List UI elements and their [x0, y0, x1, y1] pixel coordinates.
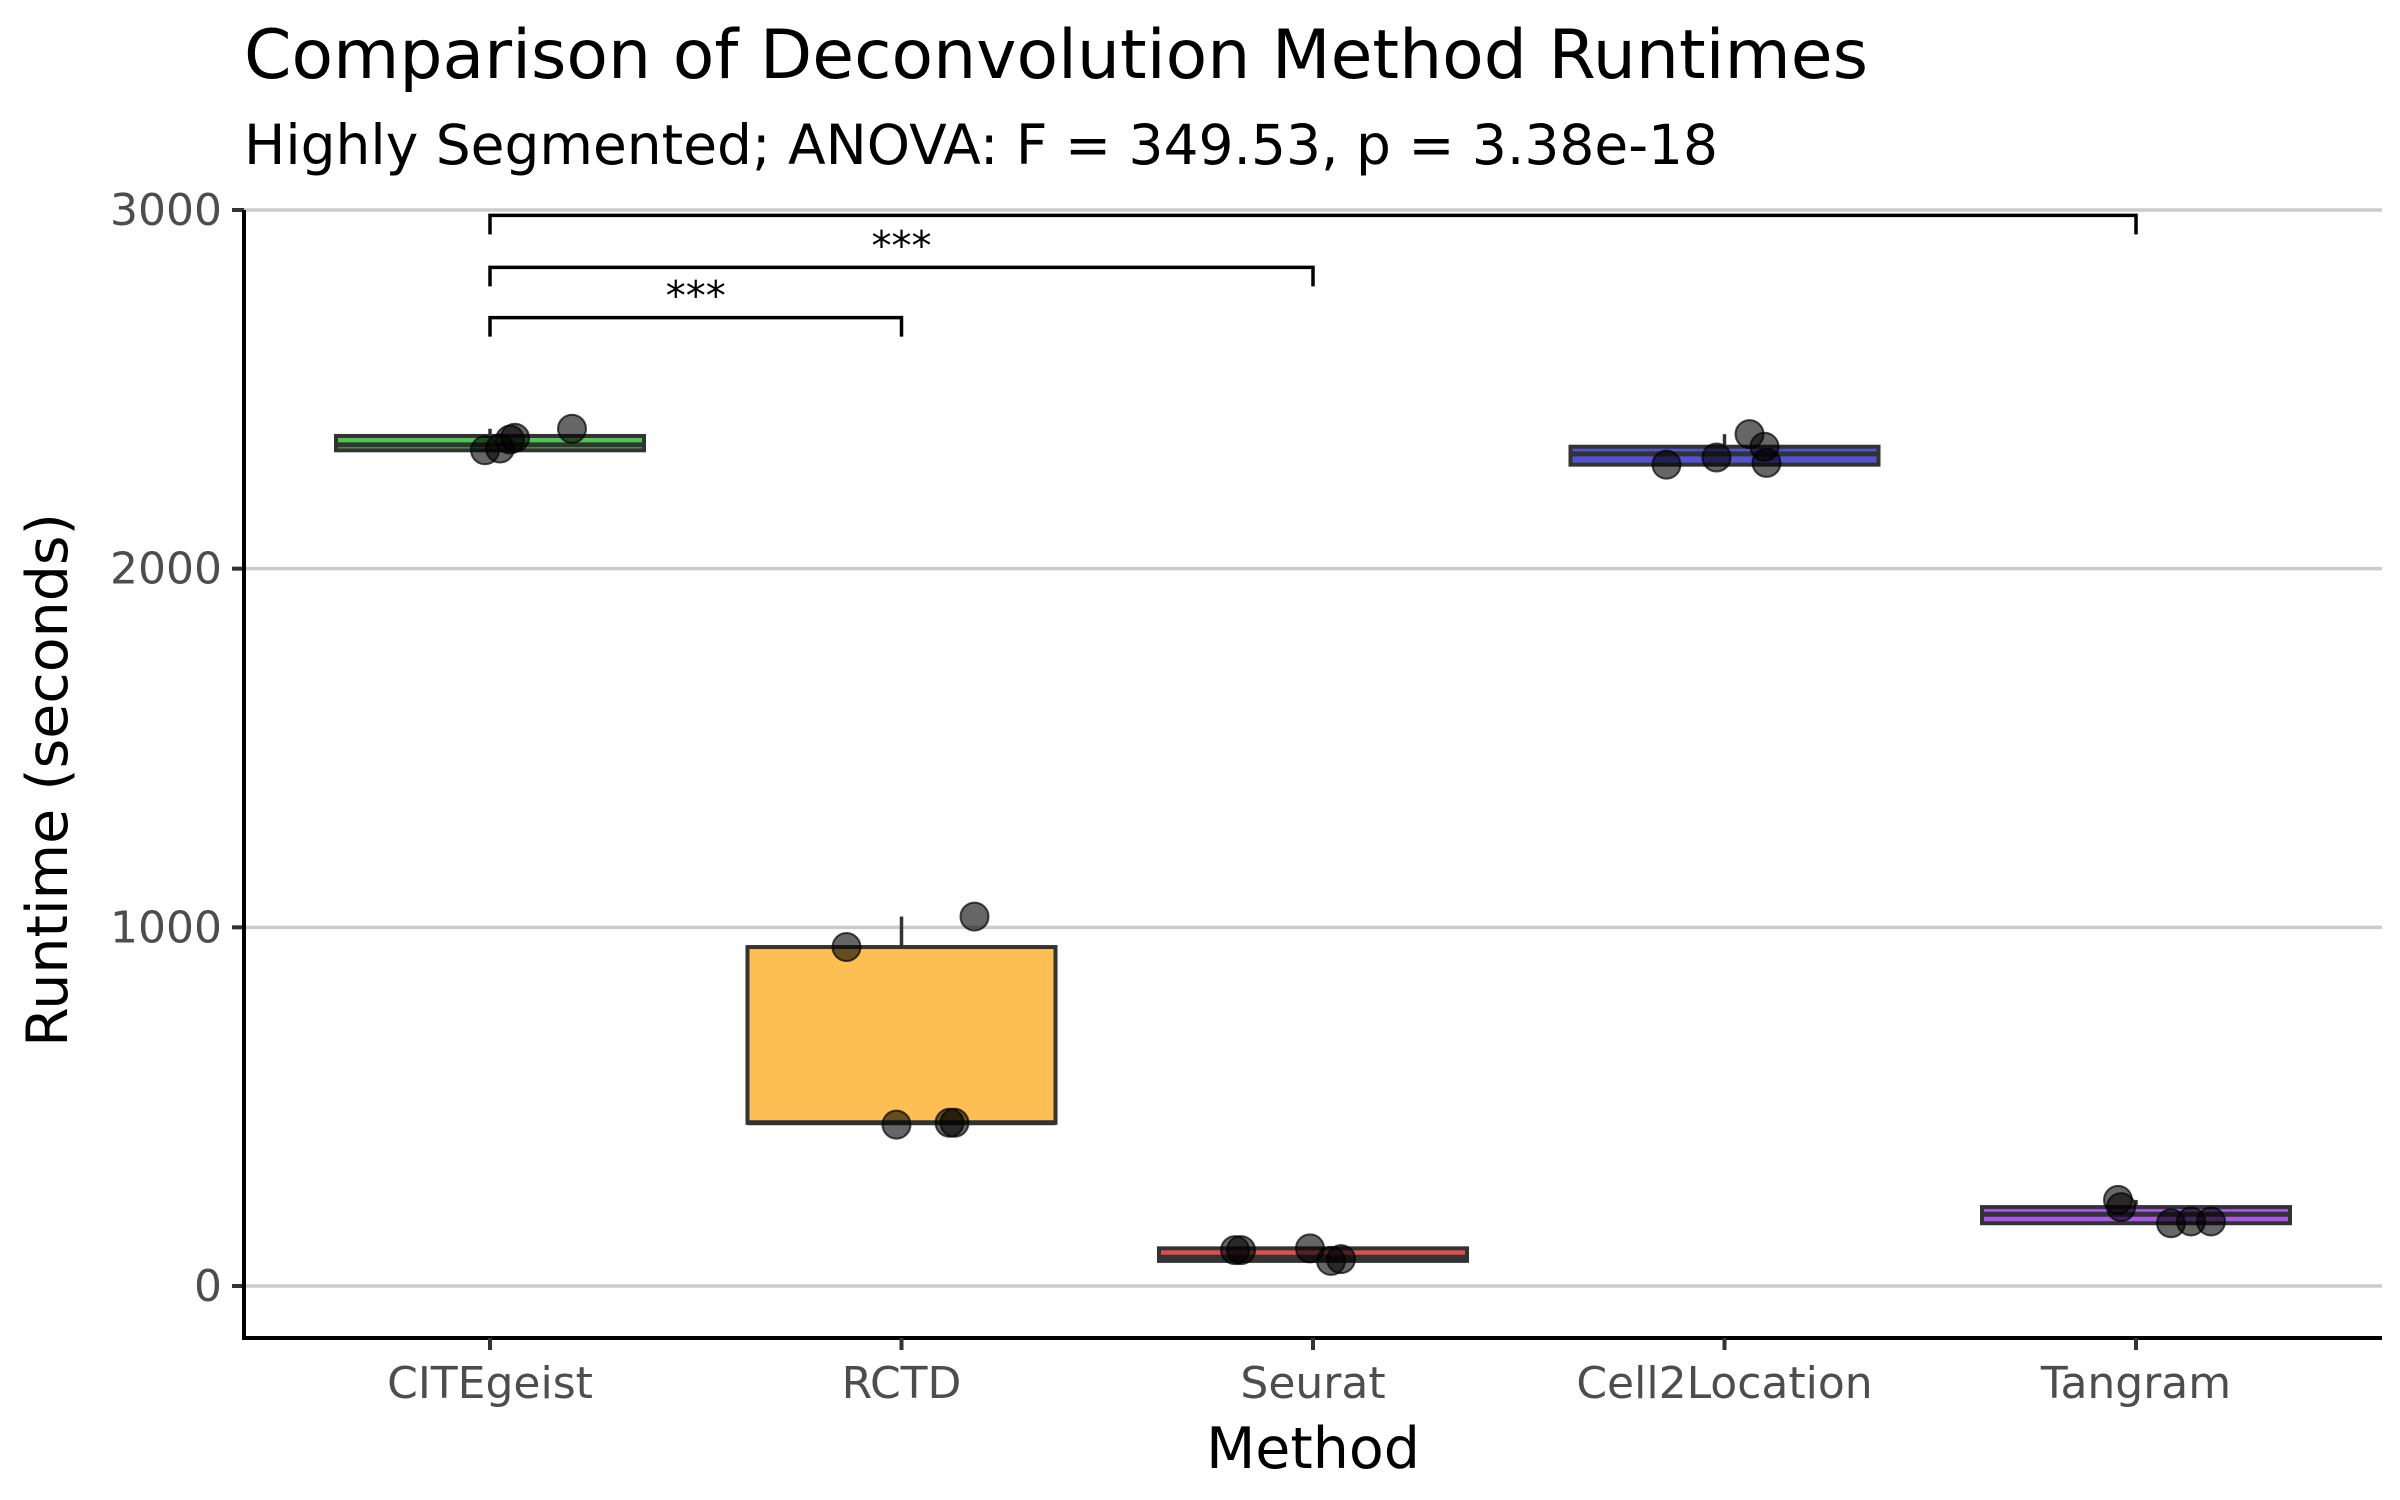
data-point — [881, 1109, 912, 1140]
y-tick-label: 2000 — [110, 544, 222, 595]
bracket-line — [488, 213, 2138, 235]
data-point — [959, 901, 990, 932]
chart-title: Comparison of Deconvolution Method Runti… — [244, 16, 1868, 95]
significance-label: *** — [666, 274, 726, 320]
x-tick-label: RCTD — [842, 1358, 962, 1409]
data-point — [831, 932, 862, 963]
x-axis-title: Method — [1206, 1416, 1420, 1482]
data-point — [2103, 1184, 2133, 1215]
data-point — [500, 422, 530, 453]
data-point — [1651, 449, 1682, 480]
bracket-citegeist-rctd: *** — [488, 274, 904, 337]
y-tick-label: 3000 — [110, 185, 222, 236]
significance-label: *** — [872, 223, 932, 269]
data-point — [1226, 1235, 1256, 1266]
bracket-citegeist-tangram — [488, 213, 2138, 235]
data-point — [1701, 442, 1732, 473]
data-point — [2196, 1206, 2226, 1237]
data-point — [1326, 1244, 1356, 1275]
y-tick-label: 0 — [194, 1261, 222, 1312]
box-body — [745, 945, 1058, 1125]
data-point — [1734, 419, 1765, 450]
box-tangram — [1980, 1199, 2292, 1226]
gridlines — [244, 208, 2382, 1288]
x-tick-label: Tangram — [2040, 1358, 2231, 1409]
bracket-line — [488, 265, 1315, 287]
box-rctd — [745, 916, 1058, 1126]
significance-brackets: *** *** — [488, 213, 2138, 337]
chart-subtitle: Highly Segmented; ANOVA: F = 349.53, p =… — [244, 113, 1718, 177]
bracket-line — [488, 315, 904, 337]
data-points — [470, 413, 2226, 1276]
data-point — [557, 413, 587, 444]
bracket-citegeist-seurat: *** — [488, 223, 1315, 287]
axes: 0 1000 2000 3000 CITEgeist RCTD Seurat Cell2Loc… — [110, 185, 2382, 1409]
y-axis-title: Runtime (seconds) — [15, 513, 81, 1047]
data-point — [939, 1107, 970, 1138]
y-tick-label: 1000 — [110, 902, 222, 953]
x-tick-label: Cell2Location — [1576, 1358, 1872, 1409]
x-tick-label: Seurat — [1240, 1358, 1385, 1409]
x-tick-label: CITEgeist — [387, 1358, 593, 1409]
boxes — [334, 428, 2292, 1263]
data-point — [1295, 1233, 1325, 1264]
